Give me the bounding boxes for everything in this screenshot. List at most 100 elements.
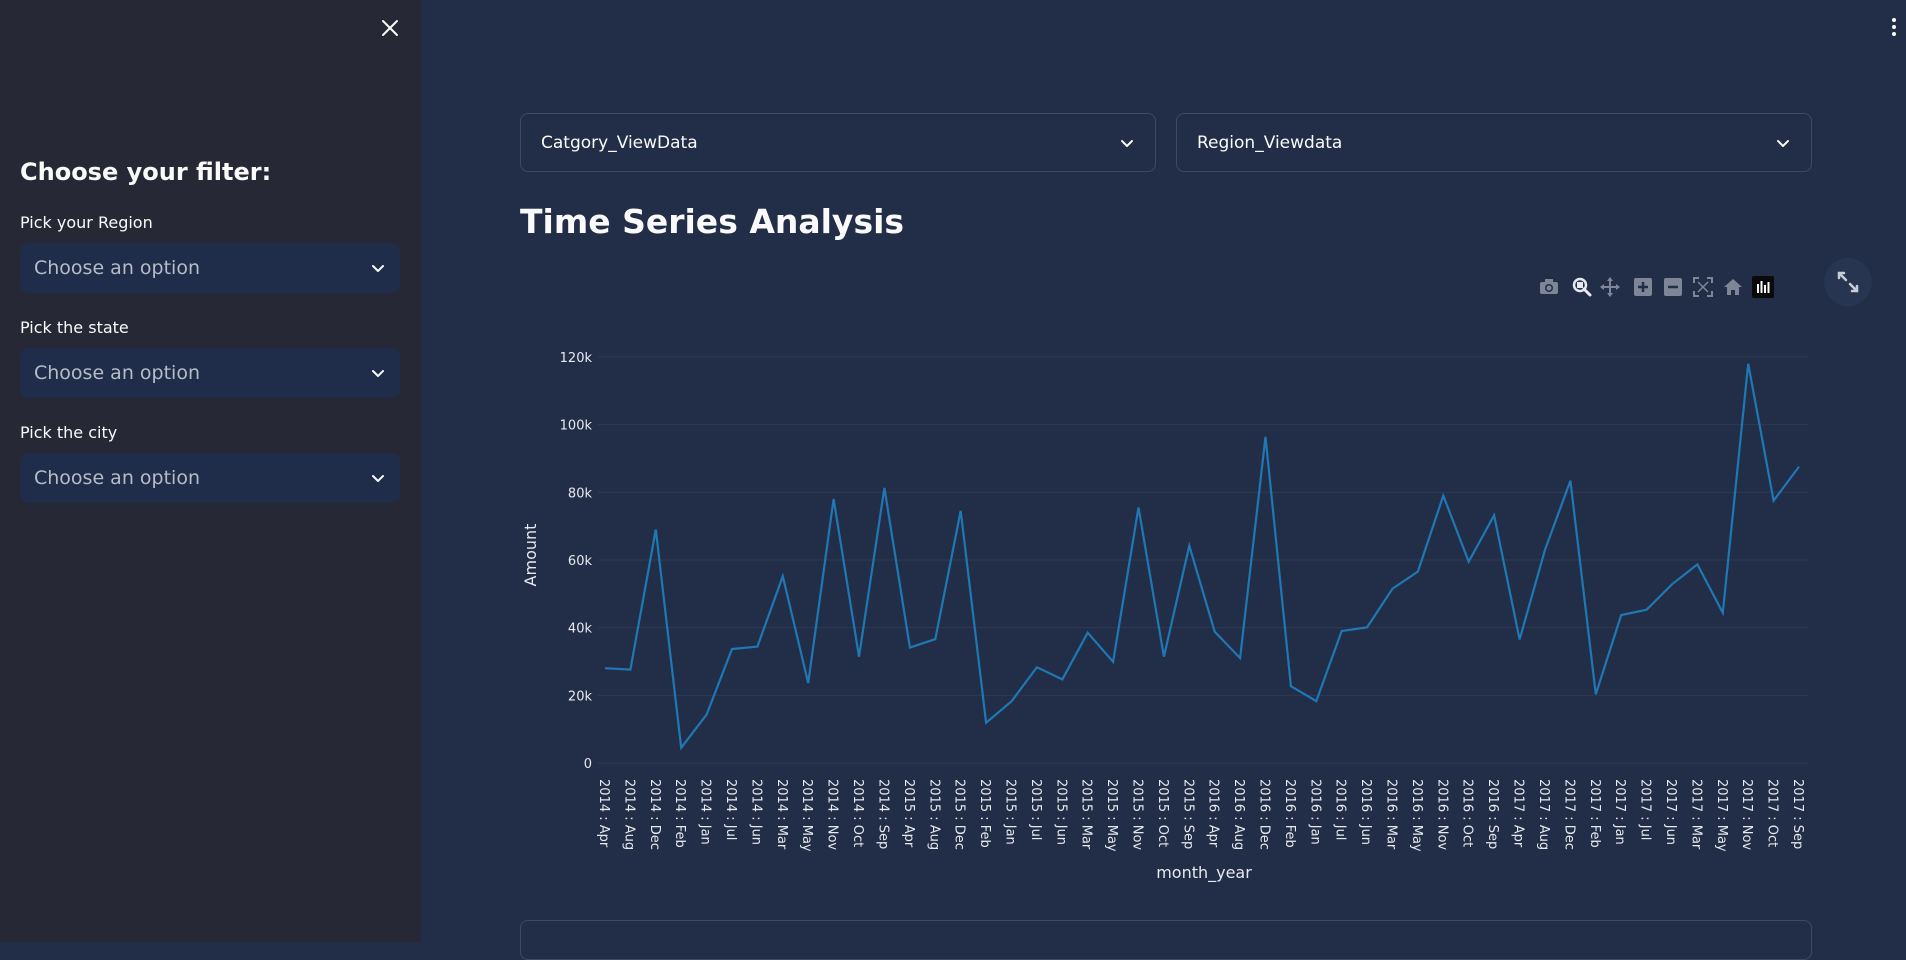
data-point[interactable]	[831, 496, 837, 502]
data-point[interactable]	[1390, 586, 1396, 592]
x-tick-label: 2016 : Jan	[1307, 779, 1322, 845]
x-tick-label: 2016 : May	[1409, 779, 1424, 852]
data-point[interactable]	[1466, 559, 1472, 565]
data-point[interactable]	[602, 665, 608, 671]
data-point[interactable]	[1644, 607, 1650, 613]
data-point[interactable]	[780, 573, 786, 579]
plotly-logo-icon[interactable]	[1752, 276, 1774, 298]
x-tick-label: 2015 : Jan	[1002, 779, 1017, 845]
x-tick-label: 2014 : Feb	[672, 779, 687, 848]
state-select[interactable]: Choose an option	[20, 348, 400, 398]
data-point[interactable]	[1364, 624, 1370, 630]
x-tick-label: 2016 : Sep	[1485, 779, 1500, 849]
data-point[interactable]	[932, 636, 938, 642]
x-tick-label: 2014 : Oct	[850, 779, 865, 847]
data-point[interactable]	[1263, 434, 1269, 440]
chevron-down-icon	[372, 475, 384, 482]
x-tick-label: 2014 : Aug	[621, 779, 636, 850]
data-point[interactable]	[1415, 568, 1421, 574]
chevron-down-icon	[1121, 139, 1133, 147]
data-point[interactable]	[1110, 659, 1116, 665]
fullscreen-button[interactable]	[1824, 258, 1872, 306]
camera-icon[interactable]	[1538, 276, 1560, 298]
data-point[interactable]	[678, 745, 684, 751]
data-point[interactable]	[881, 485, 887, 491]
x-tick-label: 2015 : Oct	[1155, 779, 1170, 847]
x-tick-label: 2017 : Aug	[1536, 779, 1551, 850]
data-point[interactable]	[1135, 505, 1141, 511]
data-point[interactable]	[1085, 630, 1091, 636]
data-point[interactable]	[1161, 654, 1167, 660]
region-viewdata-expander[interactable]: Region_Viewdata	[1176, 113, 1812, 172]
data-point[interactable]	[1745, 361, 1751, 367]
data-point[interactable]	[704, 712, 710, 718]
x-tick-label: 2017 : Jun	[1663, 779, 1678, 845]
x-tick-label: 2015 : Jun	[1053, 779, 1068, 845]
data-point[interactable]	[856, 654, 862, 660]
data-point[interactable]	[1440, 493, 1446, 499]
x-tick-label: 2015 : Sep	[1180, 779, 1195, 849]
data-point[interactable]	[1491, 512, 1497, 518]
data-point[interactable]	[1542, 547, 1548, 553]
region-viewdata-label: Region_Viewdata	[1197, 132, 1343, 153]
data-point[interactable]	[1288, 683, 1294, 689]
x-tick-label: 2015 : Dec	[952, 779, 967, 850]
x-tick-label: 2016 : Feb	[1282, 779, 1297, 848]
chevron-down-icon	[372, 265, 384, 272]
data-point[interactable]	[1720, 610, 1726, 616]
x-tick-label: 2015 : May	[1104, 779, 1119, 852]
data-point[interactable]	[1669, 581, 1675, 587]
data-point[interactable]	[958, 508, 964, 514]
data-point[interactable]	[1212, 629, 1218, 635]
data-point[interactable]	[653, 527, 659, 533]
data-point[interactable]	[627, 667, 633, 673]
autoscale-icon[interactable]	[1692, 276, 1714, 298]
zoom-icon[interactable]	[1571, 276, 1593, 298]
amount-series-points	[602, 361, 1802, 751]
data-point[interactable]	[1008, 698, 1014, 704]
region-select[interactable]: Choose an option	[20, 243, 400, 293]
x-tick-label: 2014 : Sep	[875, 779, 890, 849]
data-point[interactable]	[1313, 698, 1319, 704]
data-point[interactable]	[1567, 478, 1573, 484]
zoom-out-icon[interactable]	[1662, 276, 1684, 298]
expand-icon	[1837, 271, 1859, 293]
data-point[interactable]	[754, 644, 760, 650]
data-point[interactable]	[1059, 676, 1065, 682]
x-tick-label: 2017 : Oct	[1765, 779, 1780, 847]
category-viewdata-expander[interactable]: Catgory_ViewData	[520, 113, 1156, 172]
data-point[interactable]	[1237, 655, 1243, 661]
zoom-in-icon[interactable]	[1632, 276, 1654, 298]
y-tick-label: 40k	[568, 622, 593, 637]
city-select[interactable]: Choose an option	[20, 453, 400, 503]
data-point[interactable]	[1339, 628, 1345, 634]
data-point[interactable]	[1186, 543, 1192, 549]
x-tick-label: 2015 : Nov	[1129, 779, 1144, 850]
x-tick-label: 2014 : Jul	[723, 779, 738, 840]
data-point[interactable]	[983, 720, 989, 726]
data-point[interactable]	[1771, 498, 1777, 504]
x-tick-label: 2014 : Mar	[774, 779, 789, 850]
data-point[interactable]	[1618, 612, 1624, 618]
data-point[interactable]	[1796, 464, 1802, 470]
amount-series-line[interactable]	[604, 363, 1800, 751]
data-point[interactable]	[805, 680, 811, 686]
data-point[interactable]	[729, 646, 735, 652]
main-menu-button[interactable]	[1890, 16, 1898, 38]
data-point[interactable]	[1593, 691, 1599, 697]
close-sidebar-button[interactable]	[378, 16, 402, 40]
sidebar: Choose your filter: Pick your Region Cho…	[0, 0, 421, 942]
x-tick-label: 2016 : Apr	[1206, 779, 1221, 848]
reset-axes-icon[interactable]	[1722, 276, 1744, 298]
x-tick-label: 2017 : Jan	[1612, 779, 1627, 845]
data-point[interactable]	[907, 645, 913, 651]
data-point[interactable]	[1694, 561, 1700, 567]
category-viewdata-label: Catgory_ViewData	[541, 132, 698, 153]
x-tick-label: 2014 : Jan	[698, 779, 713, 845]
sidebar-title: Choose your filter:	[20, 158, 272, 186]
pan-icon[interactable]	[1599, 276, 1621, 298]
data-point[interactable]	[1517, 636, 1523, 642]
data-point[interactable]	[1034, 664, 1040, 670]
y-tick-label: 60k	[568, 554, 593, 569]
